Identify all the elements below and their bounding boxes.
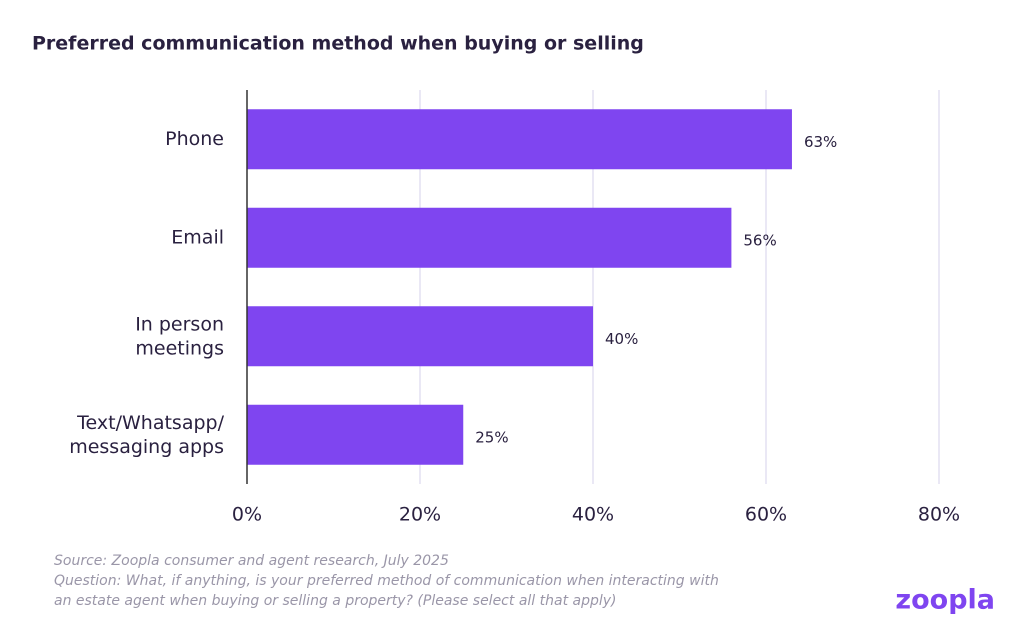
y-tick-label: In person meetings (135, 313, 224, 359)
x-tick-label: 60% (745, 504, 787, 526)
footnote: Question: What, if anything, is your pre… (54, 573, 719, 589)
y-tick-label: Phone (165, 128, 224, 150)
x-tick-label: 40% (572, 504, 614, 526)
y-tick-label: Email (171, 226, 224, 248)
value-label: 40% (605, 330, 638, 348)
x-tick-label: 80% (918, 504, 960, 526)
footnote: Source: Zoopla consumer and agent resear… (54, 553, 449, 569)
value-label: 56% (743, 231, 776, 249)
bar (247, 109, 792, 170)
bar (247, 404, 464, 465)
x-tick-label: 0% (232, 504, 262, 526)
chart-title: Preferred communication method when buyi… (32, 33, 644, 55)
y-tick-label: Text/Whatsapp/messaging apps (69, 411, 224, 457)
bar (247, 306, 593, 367)
value-label: 25% (475, 428, 508, 446)
bar (247, 207, 732, 268)
value-label: 63% (804, 133, 837, 151)
footnote: an estate agent when buying or selling a… (54, 593, 617, 609)
brand-logo: zoopla (895, 585, 995, 616)
x-tick-label: 20% (399, 504, 441, 526)
